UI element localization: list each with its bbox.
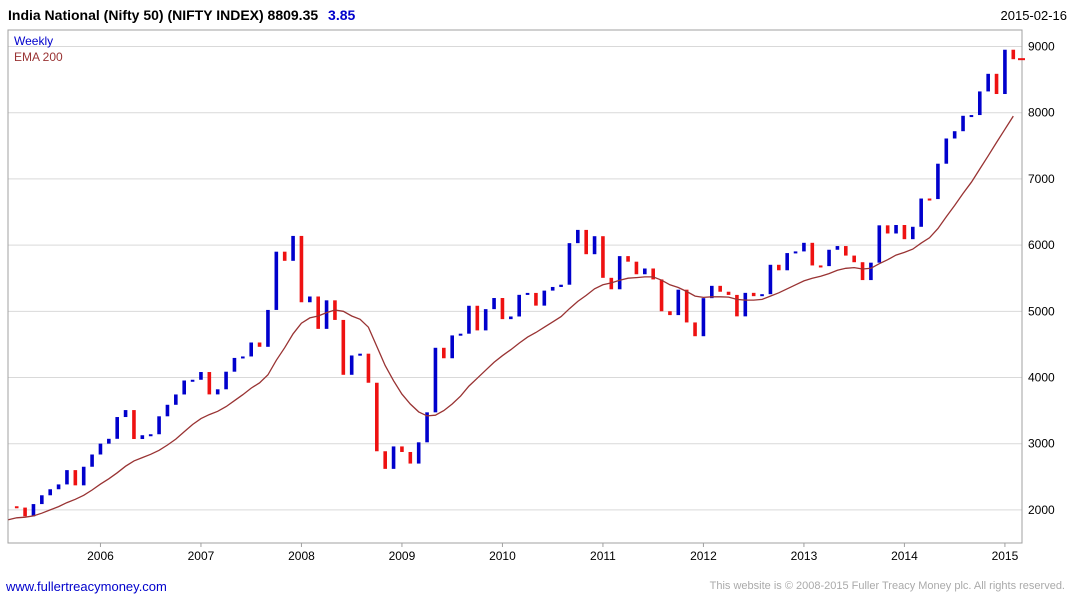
y-axis-label: 5000 xyxy=(1028,304,1055,318)
legend-ema-label: EMA 200 xyxy=(14,50,63,64)
x-axis-label: 2006 xyxy=(87,549,114,563)
y-axis-label: 7000 xyxy=(1028,172,1055,186)
x-axis-label: 2009 xyxy=(389,549,416,563)
x-axis-label: 2008 xyxy=(288,549,315,563)
x-axis-label: 2007 xyxy=(188,549,215,563)
y-axis-label: 4000 xyxy=(1028,371,1055,385)
x-axis-label: 2011 xyxy=(590,549,616,563)
y-axis-label: 9000 xyxy=(1028,40,1055,54)
page-title: India National (Nifty 50) (NIFTY INDEX) … xyxy=(8,7,355,23)
legend-weekly-label: Weekly xyxy=(14,34,54,48)
price-change: 3.85 xyxy=(328,7,356,23)
x-axis-label: 2014 xyxy=(891,549,918,563)
chart-legend: Weekly EMA 200 xyxy=(14,33,63,65)
copyright-text: This website is © 2008-2015 Fuller Treac… xyxy=(709,580,1065,592)
x-axis-label: 2012 xyxy=(690,549,717,563)
site-link[interactable]: www.fullertreacymoney.com xyxy=(6,579,167,594)
quote-date: 2015-02-16 xyxy=(1000,7,1068,23)
y-axis-label: 2000 xyxy=(1028,503,1055,517)
y-axis-label: 6000 xyxy=(1028,238,1055,252)
y-axis-label: 3000 xyxy=(1028,437,1055,451)
x-axis-label: 2010 xyxy=(489,549,516,563)
instrument-title: India National (Nifty 50) (NIFTY INDEX) … xyxy=(8,7,319,23)
chart-header: India National (Nifty 50) (NIFTY INDEX) … xyxy=(8,4,1067,26)
x-axis-label: 2015 xyxy=(992,549,1019,563)
y-axis-label: 8000 xyxy=(1028,106,1055,120)
x-axis-label: 2013 xyxy=(791,549,818,563)
